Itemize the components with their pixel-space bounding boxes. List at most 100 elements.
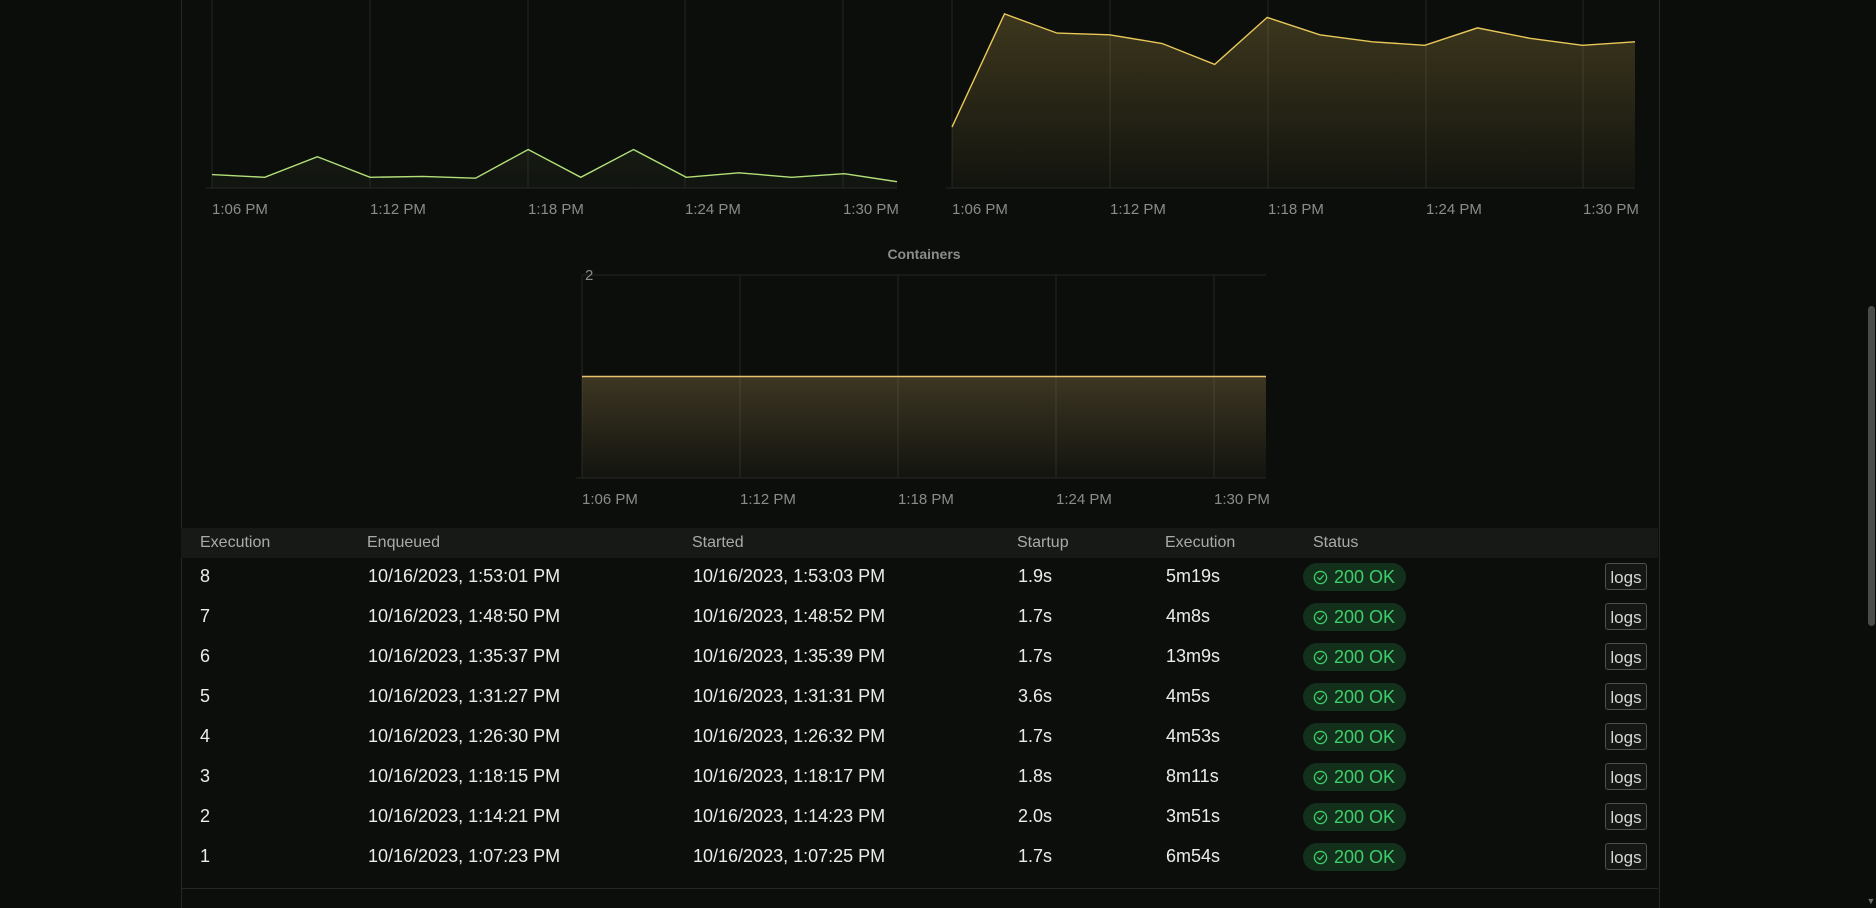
- logs-button[interactable]: logs: [1605, 763, 1647, 790]
- cell-startup: 1.7s: [1018, 646, 1053, 666]
- check-circle-icon: [1313, 810, 1328, 824]
- cell-startup: 2.0s: [1018, 806, 1053, 826]
- status-text: 200 OK: [1334, 567, 1396, 587]
- scroll-down-arrow-icon[interactable]: ▼: [1866, 896, 1876, 906]
- series-line: [211, 148, 898, 183]
- series-area: [212, 149, 897, 188]
- header-execution-time: Execution: [1165, 534, 1236, 551]
- x-tick-label: 1:24 PM: [1426, 201, 1482, 218]
- status-text: 200 OK: [1334, 607, 1396, 627]
- cell-enqueued: 10/16/2023, 1:35:37 PM: [368, 646, 561, 666]
- status-text: 200 OK: [1334, 727, 1396, 747]
- cell-execution-id: 4: [200, 726, 211, 746]
- status-badge: 200 OK: [1303, 643, 1407, 671]
- logs-button[interactable]: logs: [1605, 603, 1647, 630]
- x-tick-label: 1:24 PM: [685, 201, 741, 218]
- status-badge: 200 OK: [1303, 563, 1407, 591]
- cell-started: 10/16/2023, 1:48:52 PM: [693, 606, 886, 626]
- check-circle-icon: [1313, 610, 1328, 624]
- status-badge: 200 OK: [1303, 803, 1407, 831]
- cell-started: 10/16/2023, 1:35:39 PM: [693, 646, 886, 666]
- right-area-chart: 1:06 PM 1:12 PM 1:18 PM 1:24 PM 1:30 PM: [946, 0, 1649, 225]
- x-tick-label: 1:18 PM: [528, 201, 584, 218]
- series-area: [952, 13, 1635, 189]
- series-area: [582, 376, 1266, 478]
- cell-execution-id: 1: [200, 846, 211, 866]
- containers-chart: 1:06 PM 1:12 PM 1:18 PM 1:24 PM 1:30 PM 2 Cont…: [572, 240, 1272, 510]
- table-row: 7 10/16/2023, 1:48:50 PM 10/16/2023, 1:48:…: [181, 598, 1658, 638]
- header-enqueued: Enqueued: [367, 534, 440, 551]
- check-circle-icon: [1313, 650, 1328, 664]
- header-status: Status: [1313, 534, 1359, 551]
- scrollbar-thumb[interactable]: [1868, 306, 1875, 626]
- cell-execution-id: 3: [200, 766, 211, 786]
- vertical-scrollbar[interactable]: ▼: [1866, 0, 1876, 908]
- x-tick-label: 1:12 PM: [370, 201, 426, 218]
- cell-execution-time: 4m5s: [1166, 686, 1211, 706]
- x-tick-label: 1:30 PM: [843, 201, 899, 218]
- logs-button[interactable]: logs: [1605, 643, 1647, 670]
- status-text: 200 OK: [1334, 847, 1396, 867]
- cell-execution-id: 7: [200, 606, 211, 626]
- table-row: 4 10/16/2023, 1:26:30 PM 10/16/2023, 1:26:…: [181, 718, 1658, 758]
- logs-button[interactable]: logs: [1605, 843, 1647, 870]
- check-circle-icon: [1313, 570, 1328, 584]
- cell-started: 10/16/2023, 1:07:25 PM: [693, 846, 886, 866]
- x-tick-label: 1:30 PM: [1214, 491, 1270, 508]
- cell-started: 10/16/2023, 1:18:17 PM: [693, 766, 886, 786]
- check-circle-icon: [1313, 690, 1328, 704]
- table-row: 3 10/16/2023, 1:18:15 PM 10/16/2023, 1:18:…: [181, 758, 1658, 798]
- cell-execution-time: 13m9s: [1166, 646, 1221, 666]
- header-execution-id: Execution: [200, 534, 271, 551]
- logs-button[interactable]: logs: [1605, 683, 1647, 710]
- logs-button[interactable]: logs: [1605, 803, 1647, 830]
- cell-execution-time: 4m53s: [1166, 726, 1221, 746]
- table-row: 5 10/16/2023, 1:31:27 PM 10/16/2023, 1:31:…: [181, 678, 1658, 718]
- chart-title: Containers: [887, 246, 960, 262]
- cell-execution-time: 6m54s: [1166, 846, 1221, 866]
- cell-started: 10/16/2023, 1:53:03 PM: [693, 566, 886, 586]
- cell-started: 10/16/2023, 1:26:32 PM: [693, 726, 886, 746]
- logs-button[interactable]: logs: [1605, 563, 1647, 590]
- x-tick-label: 1:12 PM: [740, 491, 796, 508]
- cell-execution-time: 8m11s: [1166, 766, 1219, 786]
- cell-startup: 3.6s: [1018, 686, 1053, 706]
- cell-started: 10/16/2023, 1:31:31 PM: [693, 686, 886, 706]
- left-line-chart: 1:06 PM 1:12 PM 1:18 PM 1:24 PM 1:30 PM: [203, 0, 903, 225]
- table-row: 6 10/16/2023, 1:35:37 PM 10/16/2023, 1:35:…: [181, 638, 1658, 678]
- cell-startup: 1.8s: [1018, 766, 1053, 786]
- cell-enqueued: 10/16/2023, 1:14:21 PM: [368, 806, 561, 826]
- table-row: 8 10/16/2023, 1:53:01 PM 10/16/2023, 1:53:…: [181, 558, 1658, 598]
- y-tick-label: 2: [585, 267, 593, 284]
- table-row: 2 10/16/2023, 1:14:21 PM 10/16/2023, 1:14:…: [181, 798, 1658, 838]
- check-circle-icon: [1313, 850, 1328, 864]
- cell-startup: 1.9s: [1018, 566, 1053, 586]
- cell-execution-time: 5m19s: [1166, 566, 1221, 586]
- status-text: 200 OK: [1334, 807, 1396, 827]
- status-badge: 200 OK: [1303, 763, 1407, 791]
- logs-button[interactable]: logs: [1605, 723, 1647, 750]
- cell-startup: 1.7s: [1018, 726, 1053, 746]
- table-row: 1 10/16/2023, 1:07:23 PM 10/16/2023, 1:07:…: [181, 838, 1658, 878]
- cell-startup: 1.7s: [1018, 606, 1053, 626]
- cell-execution-id: 2: [200, 806, 211, 826]
- x-tick-label: 1:18 PM: [898, 491, 954, 508]
- cell-enqueued: 10/16/2023, 1:53:01 PM: [368, 566, 561, 586]
- header-started: Started: [692, 534, 744, 551]
- table-bottom-border: [181, 888, 1658, 889]
- x-tick-label: 1:30 PM: [1583, 201, 1639, 218]
- series-line: [951, 13, 1636, 128]
- x-tick-label: 1:06 PM: [212, 201, 268, 218]
- cell-execution-time: 4m8s: [1166, 606, 1211, 626]
- cell-enqueued: 10/16/2023, 1:48:50 PM: [368, 606, 561, 626]
- check-circle-icon: [1313, 770, 1328, 784]
- table-body: 8 10/16/2023, 1:53:01 PM 10/16/2023, 1:53:…: [181, 558, 1658, 878]
- cell-enqueued: 10/16/2023, 1:31:27 PM: [368, 686, 561, 706]
- cell-enqueued: 10/16/2023, 1:07:23 PM: [368, 846, 561, 866]
- status-text: 200 OK: [1334, 647, 1396, 667]
- cell-started: 10/16/2023, 1:14:23 PM: [693, 806, 886, 826]
- status-badge: 200 OK: [1303, 603, 1407, 631]
- cell-execution-id: 6: [200, 646, 211, 666]
- x-tick-label: 1:12 PM: [1110, 201, 1166, 218]
- executions-table: Execution Enqueued Started Startup Execu…: [181, 528, 1658, 878]
